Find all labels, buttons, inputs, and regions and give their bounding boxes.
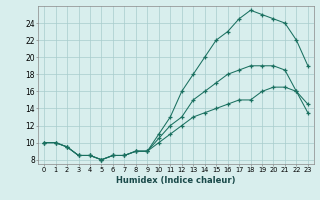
X-axis label: Humidex (Indice chaleur): Humidex (Indice chaleur) — [116, 176, 236, 185]
